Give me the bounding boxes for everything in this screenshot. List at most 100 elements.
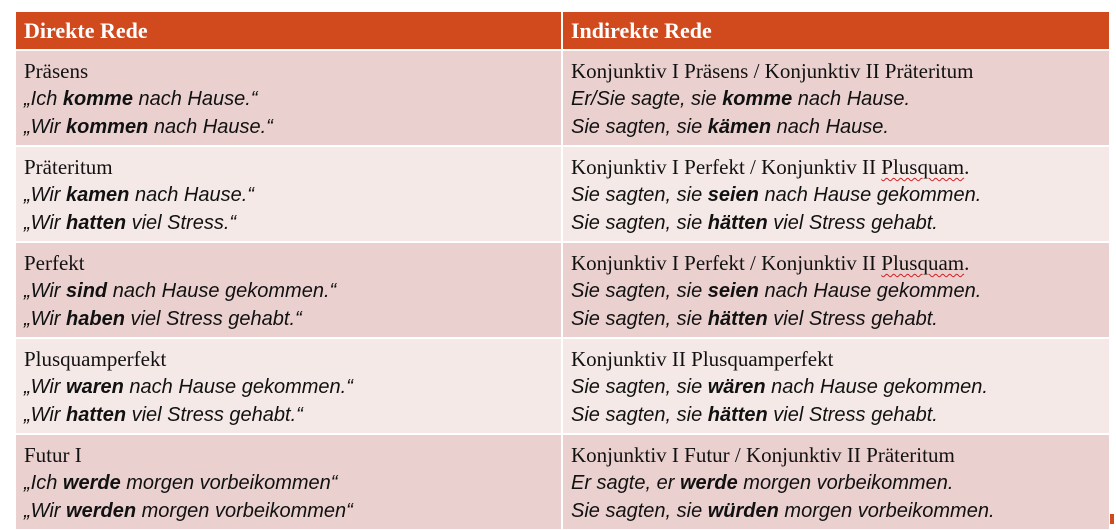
konjunktiv-form-text: Konjunktiv I Perfekt / Konjunktiv II bbox=[571, 251, 882, 275]
indirect-speech-cell: Konjunktiv I Perfekt / Konjunktiv II Plu… bbox=[562, 145, 1109, 242]
highlighted-verb: haben bbox=[66, 308, 125, 330]
sentence-end: nach Hause gekommen.“ bbox=[123, 376, 353, 398]
tense-name: Präteritum bbox=[24, 155, 113, 179]
table-header-row: Direkte Rede Indirekte Rede bbox=[16, 12, 1109, 50]
example-sentence: „Ich werde morgen vorbeikommen“ bbox=[24, 469, 553, 497]
example-sentence: „Wir kamen nach Hause.“ bbox=[24, 181, 553, 209]
table-row: Plusquamperfekt „Wir waren nach Hause gek… bbox=[16, 337, 1109, 434]
example-sentence: Sie sagten, sie kämen nach Hause. bbox=[571, 113, 1101, 141]
sentence-end: nach Hause gekommen. bbox=[758, 184, 982, 206]
example-sentence: „Wir kommen nach Hause.“ bbox=[24, 113, 553, 141]
table-row: Präsens „Ich komme nach Hause.“ „Wir komme… bbox=[16, 49, 1109, 146]
sentence-start: „Wir bbox=[24, 184, 67, 206]
sentence-end: morgen vorbeikommen. bbox=[778, 500, 995, 522]
sentence-end: nach Hause.“ bbox=[148, 116, 273, 138]
sentence-start: „Wir bbox=[24, 212, 67, 234]
example-sentence: Er sagte, er werde morgen vorbeikommen. bbox=[571, 469, 1101, 497]
sentence-start: Sie sagten, sie bbox=[571, 404, 708, 426]
tense-name: Perfekt bbox=[24, 251, 85, 275]
reported-speech-table: Direkte Rede Indirekte Rede Präsens „Ich … bbox=[16, 12, 1109, 529]
table-row: Perfekt „Wir sind nach Hause gekommen.“ „W… bbox=[16, 241, 1109, 338]
slide-corner-mark bbox=[1110, 514, 1114, 524]
highlighted-verb: komme bbox=[722, 88, 793, 110]
highlighted-verb: werde bbox=[679, 472, 738, 494]
sentence-start: „Wir bbox=[24, 376, 67, 398]
tense-name: Plusquamperfekt bbox=[24, 347, 167, 371]
indirect-speech-cell: Konjunktiv I Perfekt / Konjunktiv II Plu… bbox=[562, 241, 1109, 338]
sentence-end: viel Stress gehabt. bbox=[767, 212, 938, 234]
example-sentence: „Wir hatten viel Stress gehabt.“ bbox=[24, 401, 553, 429]
direct-speech-cell: Futur I „Ich werde morgen vorbeikommen“ „W… bbox=[16, 433, 563, 529]
sentence-start: Er/Sie sagte, sie bbox=[571, 88, 723, 110]
sentence-end: nach Hause. bbox=[792, 88, 911, 110]
highlighted-verb: kamen bbox=[66, 184, 130, 206]
konjunktiv-form: Konjunktiv I Perfekt / Konjunktiv II Plu… bbox=[571, 153, 1101, 181]
sentence-end: morgen vorbeikommen. bbox=[737, 472, 954, 494]
konjunktiv-form: Konjunktiv I Präsens / Konjunktiv II Prä… bbox=[571, 57, 1101, 85]
direct-speech-cell: Plusquamperfekt „Wir waren nach Hause gek… bbox=[16, 337, 563, 434]
sentence-end: viel Stress gehabt. bbox=[767, 404, 938, 426]
direct-speech-cell: Präsens „Ich komme nach Hause.“ „Wir komme… bbox=[16, 49, 563, 146]
highlighted-verb: hatten bbox=[66, 404, 127, 426]
sentence-end: nach Hause gekommen. bbox=[765, 376, 988, 398]
highlighted-verb: hatten bbox=[66, 212, 127, 234]
direct-speech-cell: Perfekt „Wir sind nach Hause gekommen.“ „W… bbox=[16, 241, 563, 338]
example-sentence: „Wir haben viel Stress gehabt.“ bbox=[24, 305, 553, 333]
sentence-start: Sie sagten, sie bbox=[571, 376, 708, 398]
sentence-start: „Wir bbox=[24, 500, 67, 522]
sentence-start: „Wir bbox=[24, 116, 67, 138]
sentence-end: nach Hause gekommen. bbox=[758, 280, 982, 302]
sentence-end: viel Stress.“ bbox=[126, 212, 237, 234]
spellcheck-flagged-word: Plusquam bbox=[881, 155, 965, 179]
spellcheck-flagged-word: Plusquam bbox=[881, 251, 965, 275]
sentence-end: nach Hause. bbox=[771, 116, 889, 138]
example-sentence: Sie sagten, sie wären nach Hause gekomme… bbox=[571, 373, 1101, 401]
sentence-end: nach Hause.“ bbox=[129, 184, 254, 206]
sentence-start: Er sagte, er bbox=[571, 472, 680, 494]
sentence-start: Sie sagten, sie bbox=[571, 308, 708, 330]
tense-name: Futur I bbox=[24, 443, 82, 467]
table-body: Präsens „Ich komme nach Hause.“ „Wir komme… bbox=[16, 49, 1109, 529]
sentence-end: nach Hause gekommen.“ bbox=[107, 280, 337, 302]
sentence-start: „Ich bbox=[24, 472, 63, 494]
highlighted-verb: wären bbox=[707, 376, 766, 398]
highlighted-verb: kommen bbox=[66, 116, 149, 138]
highlighted-verb: kämen bbox=[707, 116, 772, 138]
example-sentence: Sie sagten, sie hätten viel Stress gehab… bbox=[571, 209, 1101, 237]
header-direct-speech: Direkte Rede bbox=[16, 12, 563, 50]
highlighted-verb: werde bbox=[62, 472, 121, 494]
konjunktiv-form: Konjunktiv II Plusquamperfekt bbox=[571, 345, 1101, 373]
example-sentence: Sie sagten, sie würden morgen vorbeikomm… bbox=[571, 497, 1101, 525]
highlighted-verb: seien bbox=[707, 184, 759, 206]
example-sentence: Sie sagten, sie seien nach Hause gekomme… bbox=[571, 181, 1101, 209]
sentence-start: „Wir bbox=[24, 404, 67, 426]
highlighted-verb: hätten bbox=[707, 212, 768, 234]
table-row: Futur I „Ich werde morgen vorbeikommen“ „W… bbox=[16, 433, 1109, 529]
example-sentence: Sie sagten, sie hätten viel Stress gehab… bbox=[571, 401, 1101, 429]
indirect-speech-cell: Konjunktiv I Präsens / Konjunktiv II Prä… bbox=[562, 49, 1109, 146]
sentence-start: Sie sagten, sie bbox=[571, 212, 708, 234]
example-sentence: „Wir werden morgen vorbeikommen“ bbox=[24, 497, 553, 525]
sentence-start: Sie sagten, sie bbox=[571, 184, 708, 206]
sentence-start: „Wir bbox=[24, 308, 67, 330]
highlighted-verb: hätten bbox=[707, 308, 768, 330]
highlighted-verb: würden bbox=[707, 500, 779, 522]
header-indirect-speech: Indirekte Rede bbox=[562, 12, 1109, 50]
example-sentence: „Wir waren nach Hause gekommen.“ bbox=[24, 373, 553, 401]
sentence-start: Sie sagten, sie bbox=[571, 280, 708, 302]
konjunktiv-form-text: Konjunktiv II Plusquamperfekt bbox=[571, 347, 834, 371]
sentence-start: Sie sagten, sie bbox=[571, 500, 708, 522]
direct-speech-cell: Präteritum „Wir kamen nach Hause.“ „Wir ha… bbox=[16, 145, 563, 242]
sentence-end: morgen vorbeikommen“ bbox=[136, 500, 353, 522]
highlighted-verb: waren bbox=[66, 376, 124, 398]
tense-name: Präsens bbox=[24, 59, 89, 83]
highlighted-verb: komme bbox=[62, 88, 133, 110]
sentence-start: „Ich bbox=[24, 88, 63, 110]
example-sentence: „Wir hatten viel Stress.“ bbox=[24, 209, 553, 237]
table-row: Präteritum „Wir kamen nach Hause.“ „Wir ha… bbox=[16, 145, 1109, 242]
sentence-end: nach Hause.“ bbox=[132, 88, 258, 110]
sentence-end: viel Stress gehabt.“ bbox=[124, 308, 302, 330]
indirect-speech-cell: Konjunktiv II Plusquamperfekt Sie sagten,… bbox=[562, 337, 1109, 434]
sentence-end: morgen vorbeikommen“ bbox=[120, 472, 338, 494]
sentence-end: viel Stress gehabt.“ bbox=[126, 404, 303, 426]
